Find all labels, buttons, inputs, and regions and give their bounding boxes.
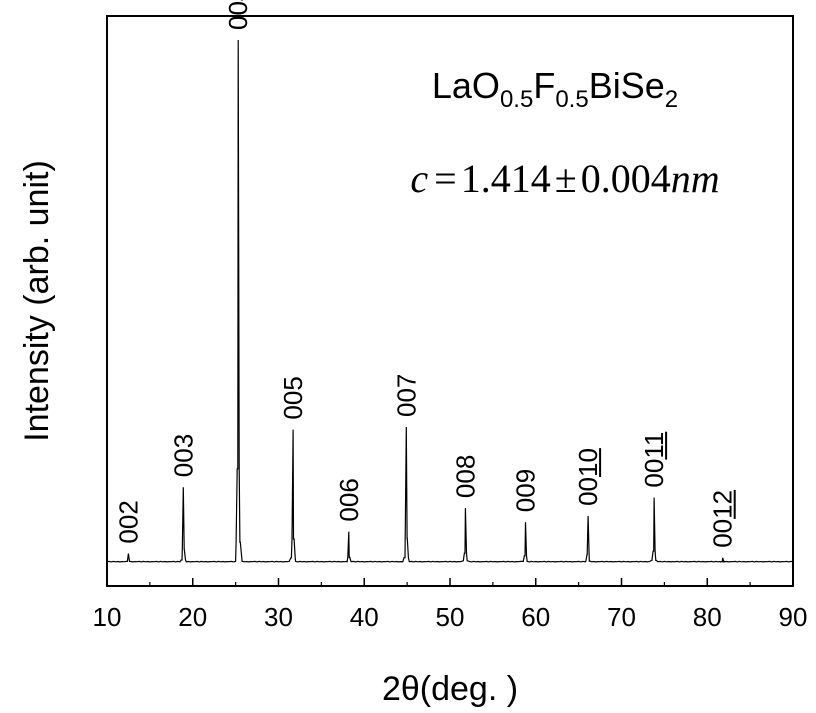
peak-label-0012: 0012 — [708, 490, 738, 548]
formula-part-3: BiSe — [589, 65, 665, 106]
peak-label-004: 004 — [223, 0, 253, 30]
peak-label-text: 003 — [168, 434, 198, 477]
peak-label-text: 0010 — [573, 448, 603, 506]
x-tick-label: 50 — [436, 602, 465, 632]
lattice-err: 0.004 — [581, 156, 671, 201]
x-tick-labels: 10 20 30 40 50 60 70 80 90 — [93, 602, 808, 632]
peak-label-005: 005 — [278, 376, 308, 419]
peak-label-002: 002 — [113, 500, 143, 543]
peak-label-text: 004 — [223, 0, 253, 30]
peak-label-text: 007 — [391, 374, 421, 417]
lattice-pm: ± — [555, 156, 577, 201]
x-tick-label: 10 — [93, 602, 122, 632]
lattice-eq: = — [434, 156, 457, 201]
x-tick-label: 30 — [264, 602, 293, 632]
peak-label-009: 009 — [511, 469, 541, 512]
x-tick-label: 80 — [693, 602, 722, 632]
x-ticks — [106, 578, 794, 586]
peak-label-0010: 0010 — [573, 448, 603, 506]
peak-label-text: 002 — [113, 500, 143, 543]
lattice-unit: nm — [671, 156, 720, 201]
x-tick-label: 60 — [521, 602, 550, 632]
xrd-spectrum-line — [106, 39, 794, 563]
formula-sub-1: 0.5 — [500, 86, 533, 113]
peak-label-text: 0012 — [708, 490, 738, 548]
formula-sub-3: 2 — [665, 86, 678, 113]
compound-formula: LaO0.5F0.5BiSe2 — [432, 65, 678, 113]
y-axis-title: Intensity (arb. unit) — [18, 160, 56, 442]
x-tick-label: 70 — [607, 602, 636, 632]
peak-label-text: 006 — [334, 478, 364, 521]
x-axis-title: 2θ(deg. ) — [382, 670, 518, 708]
lattice-value: 1.414 — [461, 156, 551, 201]
peak-label-text: 0011 — [639, 432, 669, 488]
peak-label-text: 005 — [278, 376, 308, 419]
formula-part-2: F — [533, 65, 555, 106]
lattice-constant: c = 1.414 ±0.004nm — [410, 156, 719, 201]
peak-label-003: 003 — [168, 434, 198, 477]
formula-part-1: LaO — [432, 65, 500, 106]
peak-label-text: 008 — [450, 455, 480, 498]
peak-label-0011: 0011 — [639, 432, 669, 488]
peak-label-007: 007 — [391, 374, 421, 417]
x-tick-label: 90 — [779, 602, 808, 632]
peak-label-006: 006 — [334, 478, 364, 521]
peak-labels: 002 003 004 005 006 007 008 009 0010 0011 0012 — [113, 0, 737, 548]
x-tick-label: 40 — [350, 602, 379, 632]
peak-label-text: 009 — [511, 469, 541, 512]
formula-sub-2: 0.5 — [555, 86, 588, 113]
peak-label-008: 008 — [450, 455, 480, 498]
x-tick-label: 20 — [178, 602, 207, 632]
lattice-var: c — [410, 156, 428, 201]
